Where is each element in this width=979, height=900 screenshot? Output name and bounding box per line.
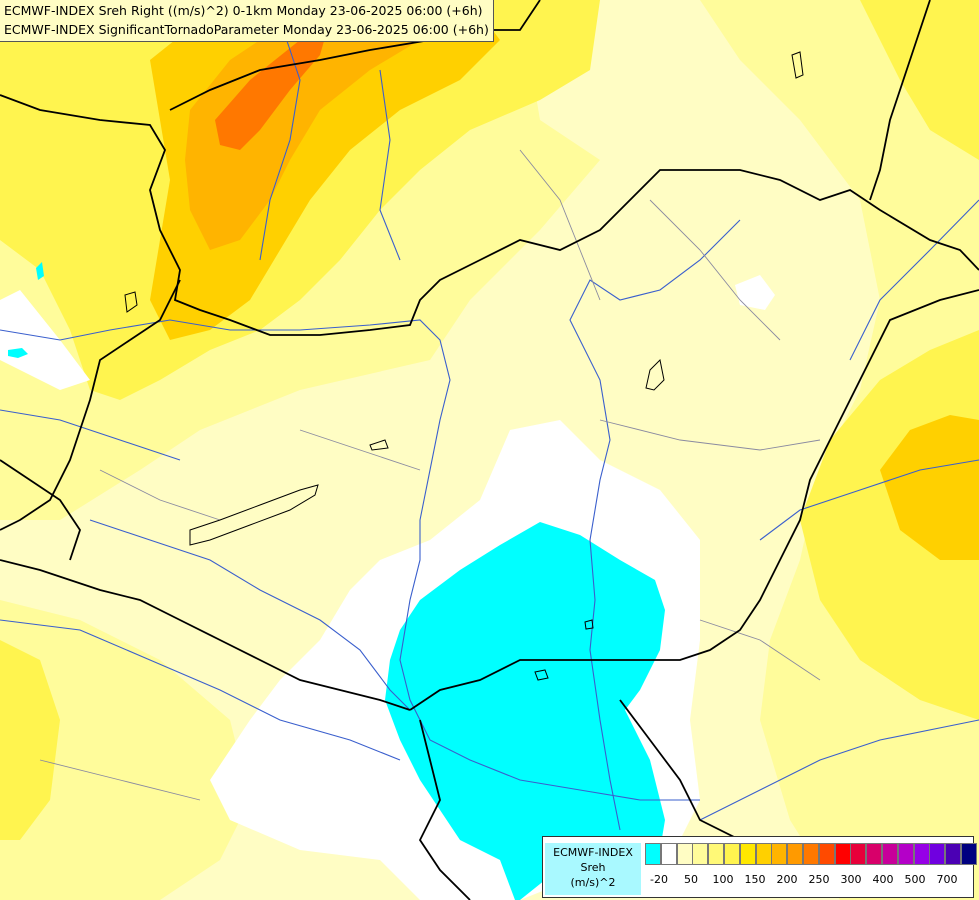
lake-balaton	[189, 484, 319, 546]
lake-small-2	[645, 358, 665, 391]
legend-swatch	[882, 843, 898, 865]
legend-swatch	[913, 843, 930, 865]
legend-tick-label: 100	[712, 873, 734, 886]
legend-swatch	[834, 843, 851, 865]
legend-tick-label: 700	[936, 873, 958, 886]
color-legend: ECMWF-INDEX Sreh (m/s)^2 -20 50 100 150 200 2…	[542, 836, 977, 898]
map-title-box: ECMWF-INDEX Sreh Right ((m/s)^2) 0-1km M…	[0, 0, 494, 42]
legend-swatch	[645, 843, 661, 865]
border-hungary-serbia	[409, 659, 650, 711]
border-hungary-croatia	[0, 559, 411, 711]
light-orange-field-east	[880, 415, 979, 560]
rivers	[0, 19, 979, 831]
legend-swatch	[724, 843, 740, 865]
legend-tick-label: 50	[684, 873, 698, 886]
legend-swatch	[866, 843, 883, 865]
legend-swatch	[739, 843, 756, 865]
map-title-line1: ECMWF-INDEX Sreh Right ((m/s)^2) 0-1km M…	[4, 3, 483, 18]
legend-swatch	[945, 843, 962, 865]
border-hungary-romania	[650, 289, 979, 661]
sava-river	[0, 619, 401, 761]
drava-river	[89, 519, 411, 711]
cyan-patch-west	[8, 348, 28, 358]
tisza-river	[569, 219, 741, 831]
river-north-2	[379, 69, 401, 261]
legend-swatch	[787, 843, 804, 865]
legend-swatch	[897, 843, 914, 865]
lake-small-4	[534, 669, 549, 681]
river-east-1	[849, 199, 979, 361]
legend-tick-label: -20	[650, 873, 668, 886]
yellow-field-northeast	[860, 0, 979, 160]
lake-small-5	[791, 51, 804, 79]
legend-swatch	[929, 843, 946, 865]
dark-orange-field	[215, 20, 330, 150]
legend-swatch	[676, 843, 693, 865]
white-patch-west	[0, 290, 90, 390]
white-patch-northeast	[735, 275, 775, 310]
legend-tick-label: 250	[808, 873, 830, 886]
legend-swatch	[692, 843, 709, 865]
lake-small-1	[369, 439, 389, 451]
legend-swatch	[755, 843, 772, 865]
cyan-patch-west-small	[36, 262, 44, 280]
legend-tick-label: 400	[872, 873, 894, 886]
border-czech-slovakia	[0, 94, 979, 336]
legend-label-line3: (m/s)^2	[570, 876, 616, 889]
map-title-line2: ECMWF-INDEX SignificantTornadoParameter …	[4, 22, 489, 37]
legend-swatch	[961, 843, 977, 865]
border-austria-hungary	[0, 279, 181, 531]
border-croatia-serbia	[418, 719, 471, 900]
lake-small-3	[584, 619, 594, 630]
orange-field	[185, 0, 440, 250]
legend-tick-label: 200	[776, 873, 798, 886]
legend-tick-label: 300	[840, 873, 862, 886]
legend-tick-label: 150	[744, 873, 766, 886]
legend-swatch	[850, 843, 867, 865]
legend-label-line2: Sreh	[580, 861, 606, 874]
pale-yellow-field-south	[0, 600, 250, 900]
danube-river	[0, 319, 700, 801]
yellow-field-southwest	[0, 640, 60, 840]
legend-swatch	[818, 843, 835, 865]
cyan-negative-helicity	[385, 522, 665, 900]
legend-swatch	[708, 843, 725, 865]
border-slovenia	[0, 459, 81, 561]
river-south-1	[699, 719, 979, 821]
lakes	[124, 51, 804, 681]
border-ukraine-poland	[869, 0, 931, 201]
river-west-1	[0, 409, 181, 461]
legend-swatch	[803, 843, 819, 865]
legend-label: ECMWF-INDEX Sreh (m/s)^2	[545, 843, 641, 895]
lake-small-6	[124, 291, 138, 313]
river-north-1	[259, 19, 301, 261]
legend-tick-label: 500	[904, 873, 926, 886]
legend-ticks: -20 50 100 150 200 250 300 400 500 700	[645, 873, 971, 889]
legend-swatch	[660, 843, 677, 865]
legend-label-line1: ECMWF-INDEX	[553, 846, 633, 859]
border-poland-slovakia	[169, 0, 541, 111]
river-east-2	[759, 459, 979, 541]
legend-swatch	[771, 843, 788, 865]
admin-borders	[39, 149, 821, 801]
